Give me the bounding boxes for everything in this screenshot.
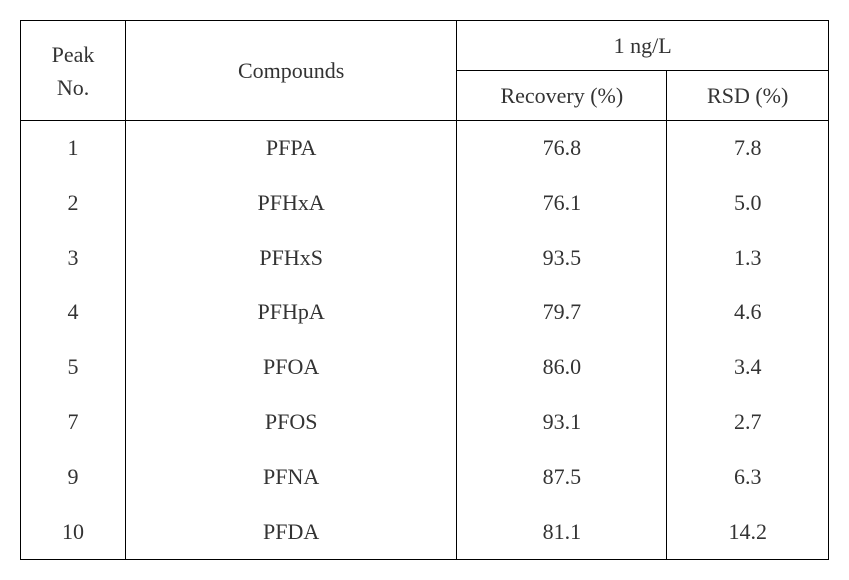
compounds-table: Peak No. Compounds 1 ng/L Recovery (%) R… bbox=[20, 20, 829, 560]
cell-recovery: 93.5 bbox=[457, 231, 667, 286]
cell-compound: PFOS bbox=[126, 395, 457, 450]
cell-recovery: 76.1 bbox=[457, 176, 667, 231]
table-row: 9 PFNA 87.5 6.3 bbox=[21, 450, 829, 505]
table-row: 3 PFHxS 93.5 1.3 bbox=[21, 231, 829, 286]
header-concentration: 1 ng/L bbox=[457, 21, 829, 71]
cell-compound: PFHpA bbox=[126, 285, 457, 340]
cell-rsd: 6.3 bbox=[667, 450, 829, 505]
table-row: 1 PFPA 76.8 7.8 bbox=[21, 121, 829, 176]
cell-compound: PFHxS bbox=[126, 231, 457, 286]
cell-rsd: 3.4 bbox=[667, 340, 829, 395]
header-compounds: Compounds bbox=[126, 21, 457, 121]
cell-compound: PFHxA bbox=[126, 176, 457, 231]
header-peak-no: Peak No. bbox=[21, 21, 126, 121]
cell-rsd: 1.3 bbox=[667, 231, 829, 286]
header-rsd: RSD (%) bbox=[667, 71, 829, 121]
cell-recovery: 87.5 bbox=[457, 450, 667, 505]
compounds-table-container: Peak No. Compounds 1 ng/L Recovery (%) R… bbox=[20, 20, 829, 560]
cell-peak: 2 bbox=[21, 176, 126, 231]
table-header: Peak No. Compounds 1 ng/L Recovery (%) R… bbox=[21, 21, 829, 121]
cell-peak: 9 bbox=[21, 450, 126, 505]
cell-recovery: 86.0 bbox=[457, 340, 667, 395]
cell-peak: 7 bbox=[21, 395, 126, 450]
cell-recovery: 81.1 bbox=[457, 505, 667, 560]
cell-rsd: 7.8 bbox=[667, 121, 829, 176]
cell-recovery: 79.7 bbox=[457, 285, 667, 340]
cell-peak: 1 bbox=[21, 121, 126, 176]
cell-peak: 3 bbox=[21, 231, 126, 286]
table-row: 2 PFHxA 76.1 5.0 bbox=[21, 176, 829, 231]
header-row-1: Peak No. Compounds 1 ng/L bbox=[21, 21, 829, 71]
cell-recovery: 76.8 bbox=[457, 121, 667, 176]
table-body: 1 PFPA 76.8 7.8 2 PFHxA 76.1 5.0 3 PFHxS… bbox=[21, 121, 829, 560]
cell-rsd: 4.6 bbox=[667, 285, 829, 340]
table-row: 4 PFHpA 79.7 4.6 bbox=[21, 285, 829, 340]
cell-recovery: 93.1 bbox=[457, 395, 667, 450]
cell-compound: PFNA bbox=[126, 450, 457, 505]
header-recovery: Recovery (%) bbox=[457, 71, 667, 121]
cell-peak: 5 bbox=[21, 340, 126, 395]
cell-rsd: 5.0 bbox=[667, 176, 829, 231]
cell-compound: PFPA bbox=[126, 121, 457, 176]
table-row: 10 PFDA 81.1 14.2 bbox=[21, 505, 829, 560]
cell-compound: PFDA bbox=[126, 505, 457, 560]
cell-peak: 4 bbox=[21, 285, 126, 340]
table-row: 7 PFOS 93.1 2.7 bbox=[21, 395, 829, 450]
cell-rsd: 2.7 bbox=[667, 395, 829, 450]
cell-compound: PFOA bbox=[126, 340, 457, 395]
cell-rsd: 14.2 bbox=[667, 505, 829, 560]
cell-peak: 10 bbox=[21, 505, 126, 560]
table-row: 5 PFOA 86.0 3.4 bbox=[21, 340, 829, 395]
